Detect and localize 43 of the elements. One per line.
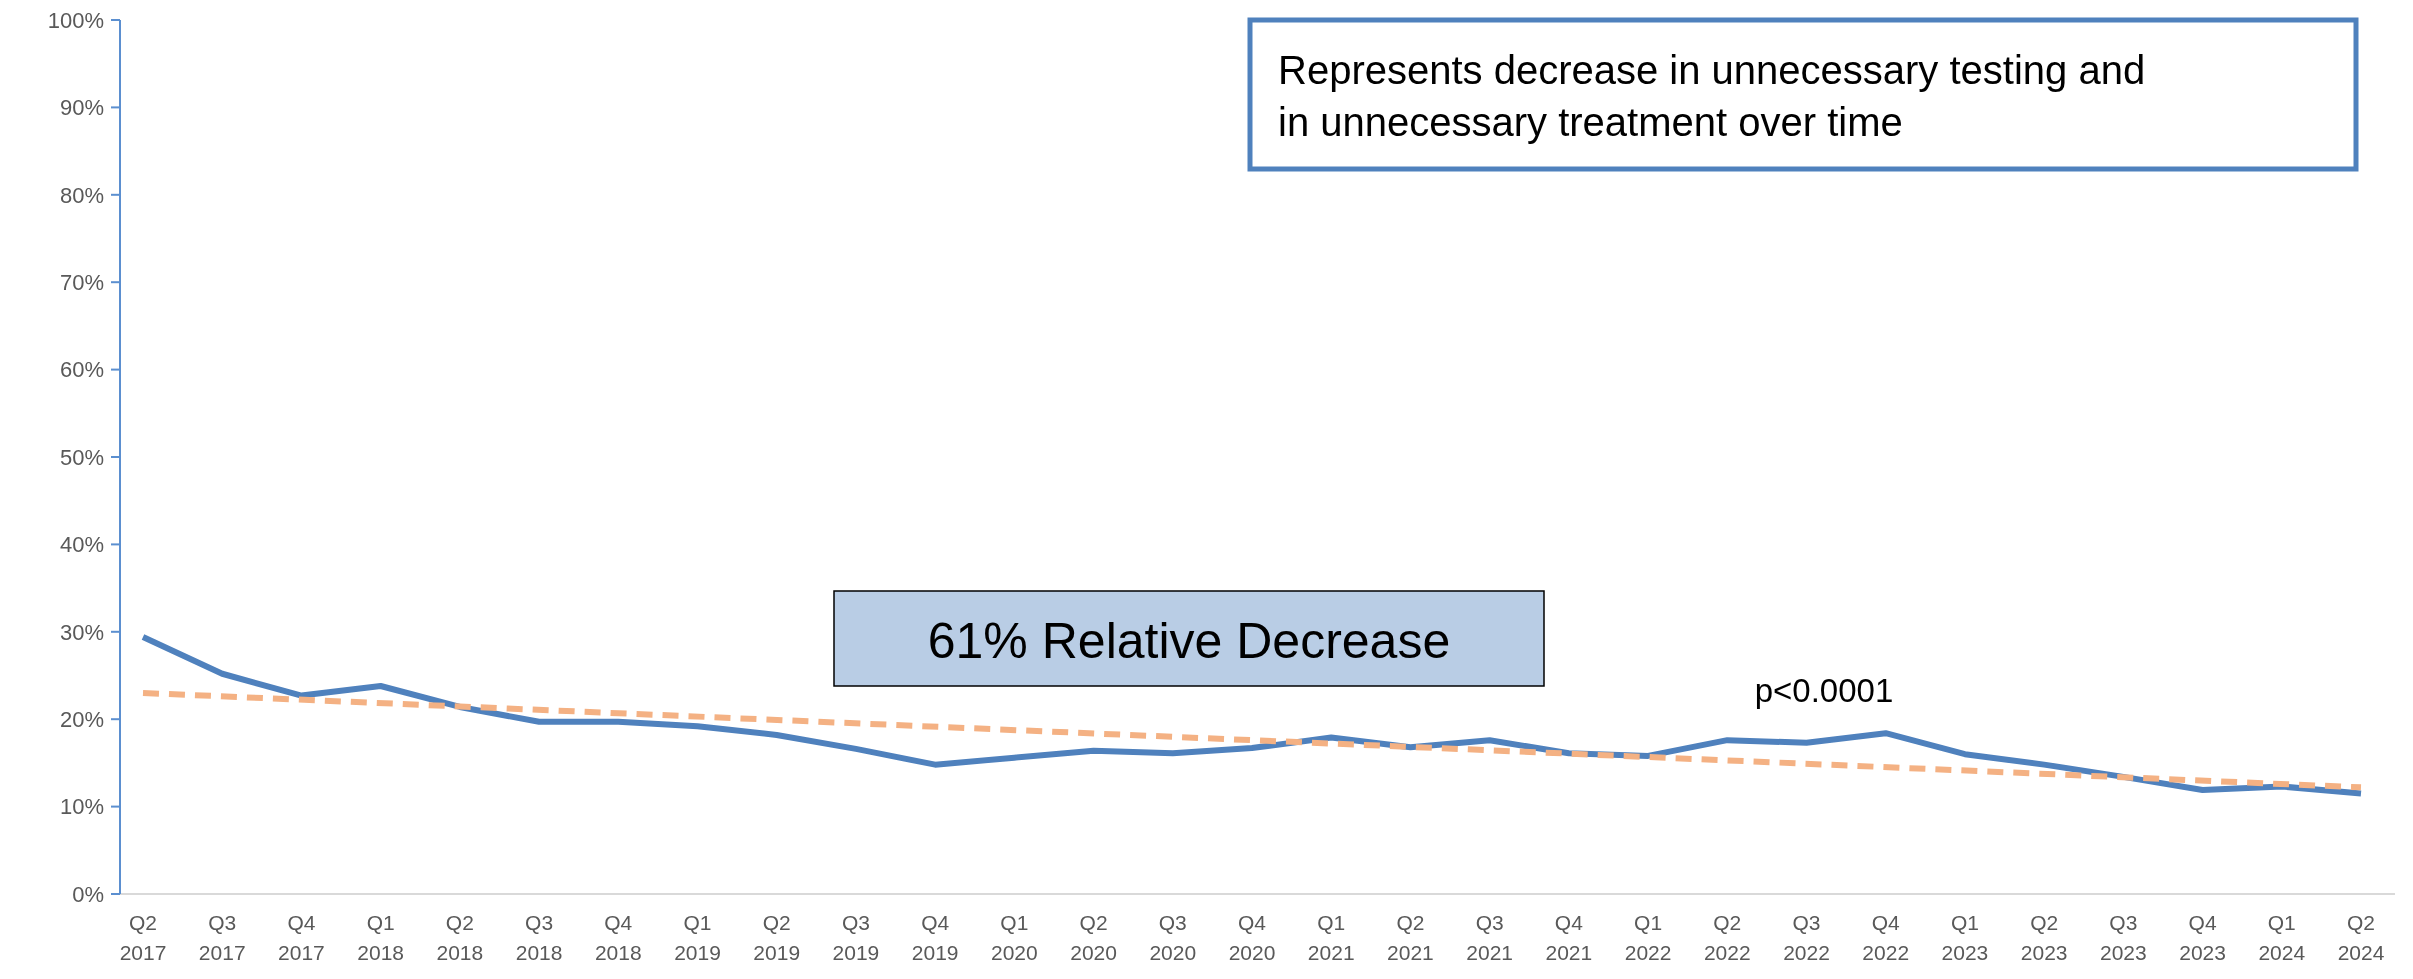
x-tick-label: Q1 2022 (1624, 911, 1672, 964)
y-tick-label: 90% (59, 95, 104, 121)
x-tick-label: Q4 2020 (1228, 911, 1276, 964)
x-tick-label: Q1 2023 (1941, 911, 1989, 964)
y-tick-label: 60% (59, 357, 104, 383)
x-tick-label: Q1 2020 (991, 911, 1038, 964)
annotation: Represents decrease in unnecessary testing and in unnecessary treatment over time (1278, 48, 2146, 144)
y-tick-label: 50% (59, 444, 104, 470)
x-tick-label: Q4 2017 (278, 911, 325, 964)
x-tick-label: Q2 2019 (753, 911, 801, 964)
y-tick-label: 100% (47, 7, 104, 33)
x-tick-label: Q3 2017 (198, 911, 246, 964)
y-tick-label: 80% (59, 182, 104, 208)
x-tick-label: Q3 2022 (1783, 911, 1830, 964)
x-tick-label: Q3 2019 (832, 911, 880, 964)
y-tick-label: 70% (59, 269, 104, 295)
x-tick-label: Q2 2024 (2337, 911, 2385, 964)
annotation: 61% Relative Decrease (927, 612, 1451, 669)
x-tick-label: Q2 2018 (436, 911, 484, 964)
x-tick-label: Q1 2021 (1307, 911, 1355, 964)
x-tick-label: Q2 2021 (1387, 911, 1434, 964)
x-tick-label: Q4 2022 (1862, 911, 1910, 964)
y-tick-label: 10% (59, 794, 104, 820)
x-tick-label: Q4 2019 (911, 911, 959, 964)
y-tick-label: 20% (59, 706, 104, 732)
x-tick-label: Q1 2019 (674, 911, 721, 964)
y-tick-label: 30% (59, 619, 104, 645)
x-tick-label: Q1 2024 (2258, 911, 2306, 964)
x-tick-label: Q3 2023 (2100, 911, 2147, 964)
x-tick-label: Q3 2020 (1149, 911, 1197, 964)
x-tick-label: Q4 2023 (2179, 911, 2226, 964)
x-tick-label: Q1 2018 (357, 911, 404, 964)
y-tick-label: 0% (72, 881, 104, 907)
x-tick-label: Q4 2021 (1545, 911, 1593, 964)
x-tick-label: Q3 2018 (515, 911, 563, 964)
x-tick-label: Q3 2021 (1466, 911, 1513, 964)
y-tick-label: 40% (59, 532, 104, 558)
x-tick-label: Q2 2023 (2020, 911, 2068, 964)
x-tick-label: Q2 2020 (1070, 911, 1117, 964)
x-tick-label: Q2 2017 (119, 911, 167, 964)
annotation: p<0.0001 (1754, 672, 1894, 709)
x-tick-label: Q4 2018 (594, 911, 642, 964)
x-tick-label: Q2 2022 (1703, 911, 1751, 964)
